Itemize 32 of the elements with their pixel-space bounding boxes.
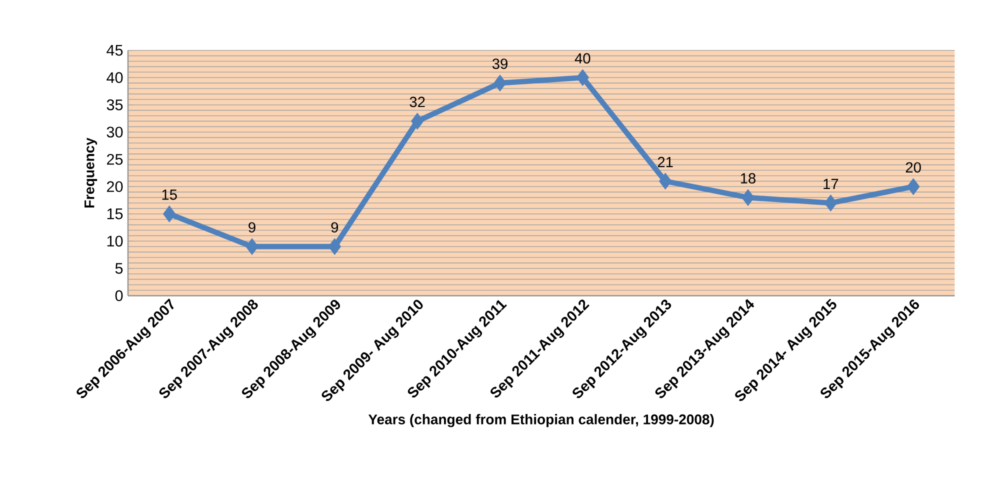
data-label: 40 [574,53,590,64]
data-label: 17 [824,178,838,189]
data-label: 21 [658,156,673,168]
point [907,178,920,195]
y-tick-label: 20 [107,181,123,192]
y-tick-label: 35 [106,99,123,110]
point [328,238,342,255]
y-tick-label: 10 [107,236,123,247]
data-label: 9 [248,222,256,233]
point [246,238,258,255]
y-tick-label: 25 [107,154,123,165]
y-tick-label: 5 [115,263,123,274]
y-tick-label: 0 [115,290,123,302]
point [494,74,506,92]
y-axis-title: Frequency [84,138,98,208]
data-label: 39 [492,58,508,70]
point [163,206,176,222]
data-label: 18 [740,173,756,184]
y-tick-label: 40 [106,72,123,84]
data-label: 9 [331,222,338,233]
data-label: 15 [162,190,177,200]
x-axis-title: Years (changed from Ethiopian calender, 1999-2008) [368,414,714,428]
y-tick-label: 45 [106,45,123,56]
point [824,194,838,212]
point [742,189,754,206]
data-label: 32 [410,96,425,108]
point [576,69,589,86]
point [410,112,424,130]
y-tick-label: 30 [106,126,123,138]
y-tick-label: 15 [107,208,123,220]
point [659,172,672,190]
data-label: 20 [906,162,921,173]
